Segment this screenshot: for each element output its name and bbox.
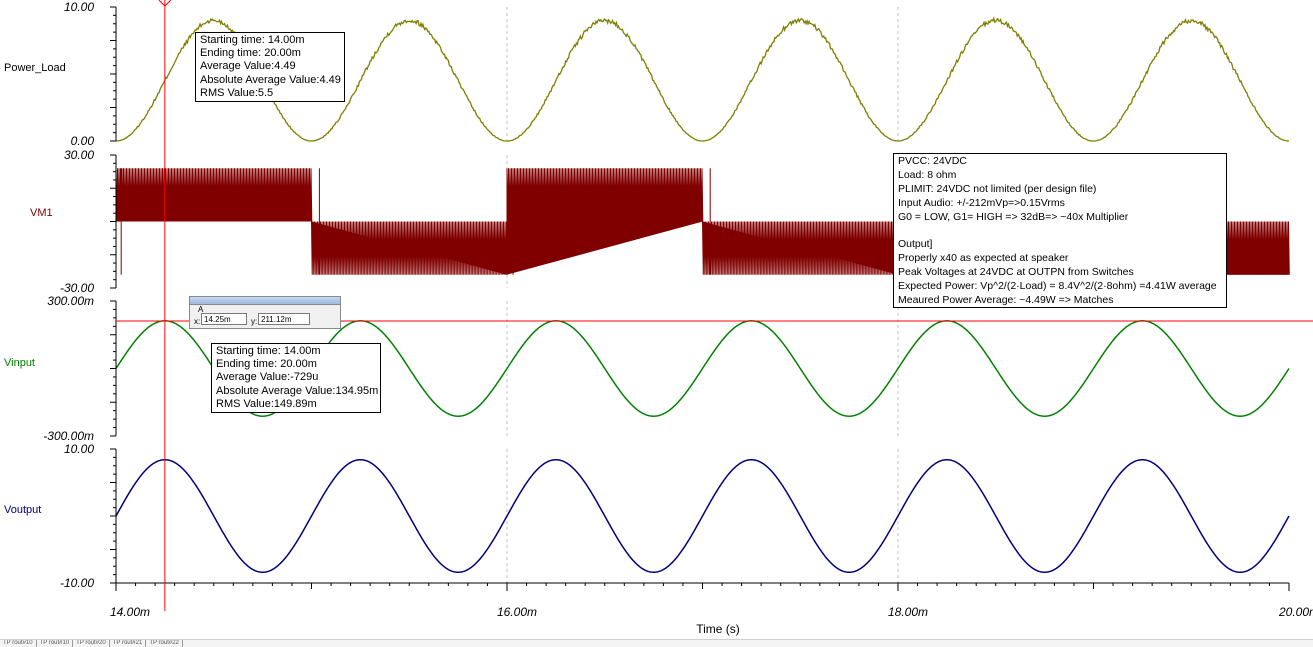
panel-name-power-load: Power_Load — [4, 62, 66, 74]
bottom-tab-5[interactable]: TP rout#22 — [146, 640, 183, 647]
note-line-1: PVCC: 24VDC — [898, 155, 967, 167]
cursor-y-field[interactable]: 211.12m — [258, 313, 310, 325]
y-tick-label: -300.00m — [43, 429, 94, 443]
cursor-a-marker-icon — [158, 0, 172, 7]
cursor-name: A — [198, 305, 204, 314]
vinput-stats-rms: RMS Value:149.89m — [216, 397, 317, 410]
y-tick-label: -10.00 — [60, 576, 94, 590]
panel-name-vm1: VM1 — [30, 207, 53, 219]
bottom-tab-1[interactable]: TP rout#10 — [0, 640, 37, 647]
panel-name-voutput: Voutput — [4, 504, 41, 516]
x-tick-label: 18.00m — [888, 605, 928, 619]
x-tick-label: 20.00m — [1278, 605, 1313, 619]
y-tick-label: 30.00 — [64, 148, 94, 162]
note-line-2: Load: 8 ohm — [898, 168, 957, 181]
cursor-readout-panel[interactable]: A x: 14.25m y: 211.12m — [189, 296, 341, 329]
bottom-tab-3[interactable]: TP rout#20 — [73, 640, 110, 647]
panel-name-vinput: Vinput — [4, 357, 35, 369]
power-stats-rms: RMS Value:5.5 — [200, 86, 274, 99]
vinput-stats-box[interactable]: Starting time: 14.00m Ending time: 20.00… — [211, 343, 381, 413]
y-tick-label: 10.00 — [64, 442, 94, 456]
vinput-stats-start: Starting time: 14.00m — [216, 345, 321, 357]
x-axis-label: Time (s) — [696, 622, 740, 636]
bottom-tab-strip: TP rout#10 TP rout#10 TP rout#20 TP rout#21… — [0, 639, 1313, 647]
x-tick-label: 16.00m — [497, 605, 537, 619]
note-line-8: Properly x40 as expected at speaker — [898, 252, 1069, 265]
waveform-power-load — [115, 16, 1290, 142]
power-stats-end: Ending time: 20.00m — [200, 47, 301, 60]
cursor-x-field[interactable]: 14.25m — [201, 313, 247, 325]
power-stats-start: Starting time: 14.00m — [200, 34, 305, 46]
y-tick-label: 300.00m — [47, 294, 94, 308]
waveform-voutput — [115, 458, 1290, 574]
power-stats-average: Average Value:4.49 — [200, 60, 296, 73]
note-line-5: G0 = LOW, G1= HIGH => 32dB=> ~40x Multip… — [898, 210, 1129, 223]
note-line-7: Output] — [898, 238, 933, 251]
note-line-4: Input Audio: +/-212mVp=>0.15Vrms — [898, 196, 1065, 209]
vinput-stats-end: Ending time: 20.00m — [216, 358, 317, 371]
design-notes-box[interactable]: PVCC: 24VDC Load: 8 ohm PLIMIT: 24VDC no… — [893, 153, 1227, 308]
y-tick-label: 0.00 — [71, 134, 95, 148]
x-tick-label: 14.00m — [110, 605, 150, 619]
note-line-11: Meaured Power Average: ~4.49W => Matches — [898, 293, 1114, 306]
note-line-9: Peak Voltages at 24VDC at OUTPN from Swi… — [898, 266, 1134, 279]
bottom-tab-4[interactable]: TP rout#21 — [110, 640, 147, 647]
note-line-6 — [898, 224, 1222, 238]
cursor-y-label: y: — [251, 317, 258, 326]
cursor-readout-titlebar[interactable] — [190, 297, 340, 305]
vinput-stats-abs-average: Absolute Average Value:134.95m — [216, 384, 379, 397]
y-tick-label: -30.00 — [60, 281, 94, 295]
note-line-10: Expected Power: Vp^2/(2·Load) = 8.4V^2/(… — [898, 280, 1217, 293]
note-line-3: PLIMIT: 24VDC not limited (per design fi… — [898, 182, 1097, 195]
y-tick-label: 10.00 — [64, 0, 94, 14]
bottom-tab-2[interactable]: TP rout#10 — [37, 640, 74, 647]
cursor-x-label: x: — [194, 317, 201, 326]
power-stats-abs-average: Absolute Average Value:4.49 — [200, 73, 341, 86]
power-stats-box[interactable]: Starting time: 14.00m Ending time: 20.00… — [195, 32, 345, 102]
vinput-stats-average: Average Value:-729u — [216, 371, 319, 384]
